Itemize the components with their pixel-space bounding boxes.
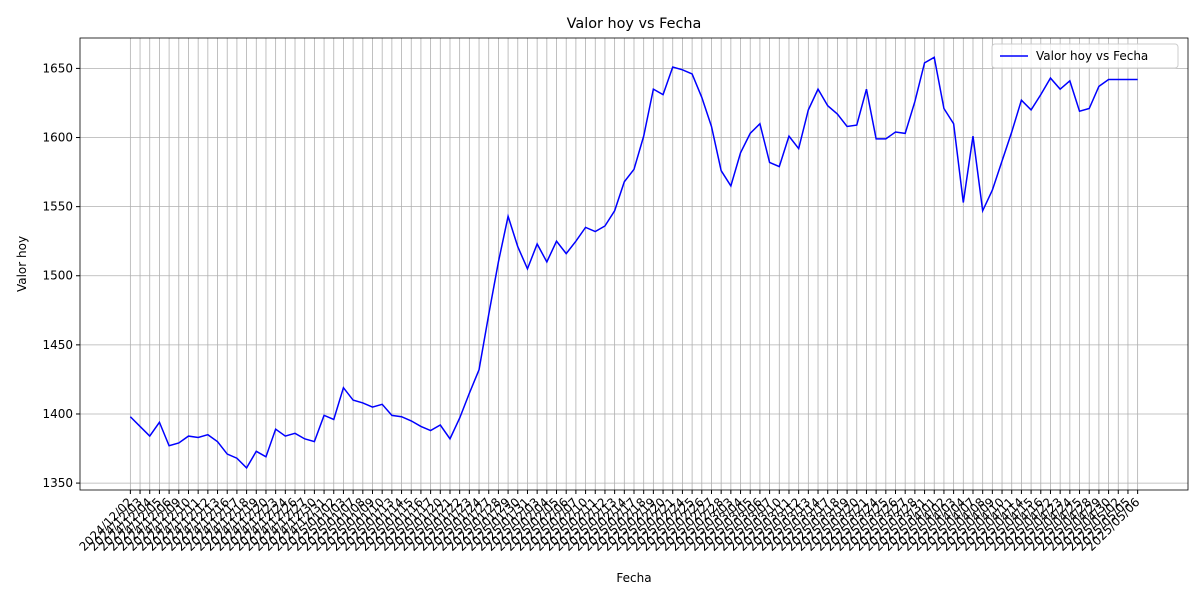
y-tick-label: 1550	[42, 200, 73, 214]
y-tick-label: 1650	[42, 61, 73, 75]
x-axis-label: Fecha	[616, 571, 651, 585]
legend-box	[991, 43, 1179, 69]
line-series	[129, 56, 1138, 470]
y-tick-label: 1600	[42, 131, 73, 145]
y-tick-label: 1400	[42, 407, 73, 421]
legend: Valor hoy vs Fecha	[991, 43, 1179, 69]
chart-title: Valor hoy vs Fecha	[567, 16, 702, 32]
y-tick-label: 1350	[42, 476, 73, 490]
y-axis-label: Valor hoy	[15, 236, 29, 292]
axes-frame	[79, 37, 1189, 491]
y-tick-label: 1500	[42, 269, 73, 283]
grid	[80, 38, 1188, 490]
legend-label: Valor hoy vs Fecha	[1036, 49, 1148, 63]
y-tick-label: 1450	[42, 338, 73, 352]
